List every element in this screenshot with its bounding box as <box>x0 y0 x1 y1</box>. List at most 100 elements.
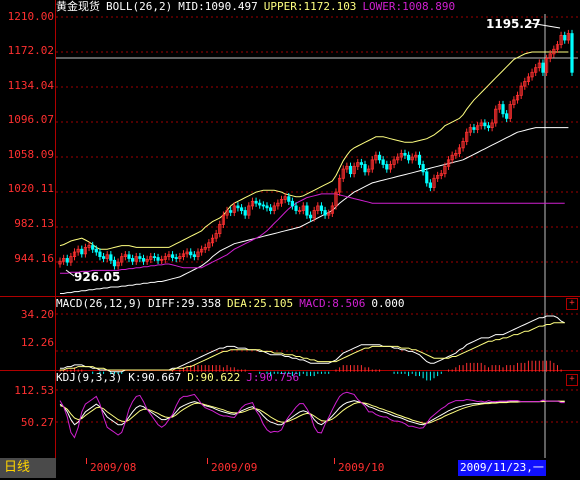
candle-body <box>494 108 498 124</box>
candle-body <box>290 200 294 207</box>
candle-body <box>410 156 414 161</box>
y-label-3: 1134.04 <box>7 79 54 92</box>
candle-body <box>523 81 527 87</box>
date-tick <box>207 458 208 464</box>
candle-body <box>308 214 313 219</box>
candle-body <box>530 71 534 78</box>
candle-body <box>247 205 251 216</box>
candle-body <box>385 164 389 170</box>
candle-body <box>145 258 149 262</box>
symbol-name: 黄金现货 <box>56 0 100 13</box>
candle-body <box>370 159 374 170</box>
candle-body <box>91 245 95 250</box>
candle-body <box>105 254 109 259</box>
candle-body <box>425 171 429 184</box>
macd-extra: 0.000 <box>371 297 405 310</box>
candle-body <box>392 159 396 165</box>
y-label-1: 1210.00 <box>7 10 54 23</box>
candle-body <box>65 258 69 263</box>
candle-body <box>359 162 363 165</box>
candle-body <box>338 177 342 193</box>
price-panel[interactable]: 黄金现货 BOLL(26,2) MID:1090.497 UPPER:1172.103… <box>0 0 580 296</box>
candle-body <box>229 210 233 213</box>
candle-body <box>323 210 327 216</box>
candle-body <box>149 256 153 260</box>
candle-body <box>446 159 451 167</box>
macd-y-label-1: 34.20 <box>20 308 54 321</box>
kdj-title: KDJ(9,3,3) <box>56 371 123 384</box>
candle-body <box>570 33 574 73</box>
macd-panel[interactable]: MACD(26,12,9) DIFF:29.358 DEA:25.105 MACD:8… <box>0 297 580 369</box>
macd-dea: DEA:25.105 <box>226 297 294 310</box>
low-price-callout: 926.05 <box>74 270 121 284</box>
candle-body <box>403 152 407 156</box>
candle-body <box>156 257 160 261</box>
candle-body <box>221 214 226 225</box>
candle-body <box>548 53 552 59</box>
candle-body <box>174 257 178 259</box>
candle-body <box>127 254 131 259</box>
macd-expand-button[interactable]: + <box>566 298 578 310</box>
candle-body <box>250 200 255 207</box>
candle-body <box>236 205 240 209</box>
candle-body <box>505 113 509 119</box>
candle-body <box>352 165 356 175</box>
y-label-2: 1172.02 <box>7 44 54 57</box>
candle-body <box>519 85 523 96</box>
date-label-aug: 2009/08 <box>90 461 137 474</box>
kdj-expand-button[interactable]: + <box>566 374 578 386</box>
candle-body <box>512 99 516 105</box>
kdj-d-line <box>59 400 565 424</box>
candle-body <box>490 122 494 128</box>
candle-body <box>327 212 331 216</box>
candle-body <box>367 168 371 173</box>
candle-body <box>185 251 189 255</box>
candle-body <box>116 261 120 267</box>
date-axis-bar: 日线 2009/08 2009/09 2009/10 2009/11/23,一 <box>0 458 580 480</box>
candle-body <box>388 164 393 170</box>
candle-body <box>508 104 512 119</box>
period-tab-daily[interactable]: 日线 <box>0 458 56 478</box>
candle-body <box>515 94 520 101</box>
candle-body <box>443 165 447 175</box>
candle-body <box>72 251 77 258</box>
candle-body <box>439 173 443 176</box>
kdj-panel[interactable]: KDJ(9,3,3) K:90.667 D:90.622 J:90.756 112.5… <box>0 371 580 458</box>
candle-body <box>316 205 320 211</box>
y-label-4: 1096.07 <box>7 113 54 126</box>
y-axis-line <box>55 0 56 458</box>
candle-body <box>534 67 538 73</box>
candle-body <box>461 141 465 149</box>
candle-body <box>356 162 360 167</box>
candle-body <box>450 154 454 161</box>
candle-body <box>483 122 487 127</box>
mid-value: MID:1090.497 <box>178 0 258 13</box>
candle-body <box>468 127 472 133</box>
date-tick <box>334 458 335 464</box>
date-label-oct: 2009/10 <box>338 461 385 474</box>
low-callout-leader <box>65 269 75 277</box>
candle-body <box>134 256 138 262</box>
candle-body <box>131 258 135 262</box>
candle-body <box>163 256 167 260</box>
macd-diff-line <box>60 315 565 373</box>
candle-body <box>283 196 287 200</box>
candle-body <box>312 210 316 219</box>
high-callout-leader <box>529 22 561 29</box>
candle-body <box>377 154 382 161</box>
candle-body <box>170 254 175 258</box>
y-label-5: 1058.09 <box>7 148 54 161</box>
kdj-y-label-1: 112.53 <box>14 384 54 397</box>
candle-body <box>541 62 545 73</box>
candle-body <box>414 154 418 158</box>
candle-body <box>374 154 378 161</box>
candle-body <box>109 254 113 261</box>
candle-body <box>294 205 298 211</box>
candle-body <box>120 256 124 263</box>
candle-body <box>417 154 422 165</box>
kdj-j: J:90.756 <box>246 371 300 384</box>
candle-body <box>112 259 117 267</box>
kdj-d: D:90.622 <box>187 371 241 384</box>
candle-body <box>200 248 204 253</box>
